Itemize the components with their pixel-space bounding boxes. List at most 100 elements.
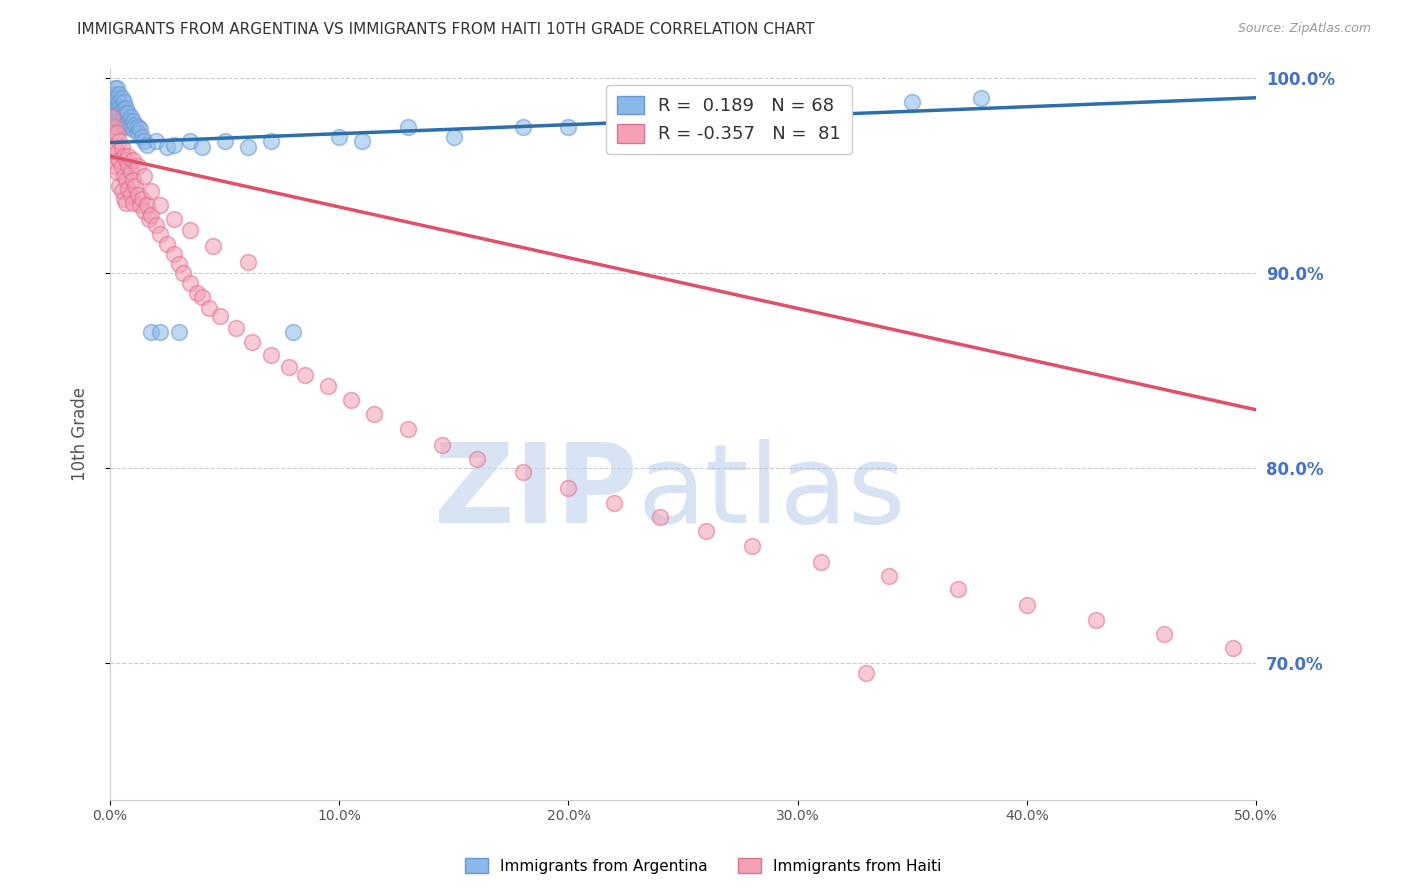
Point — [105, 91, 128, 105]
Point — [396, 422, 419, 436]
Point — [786, 103, 808, 117]
Point — [557, 481, 579, 495]
Point — [946, 582, 969, 596]
Point — [122, 196, 145, 211]
Point — [104, 139, 127, 153]
Text: ZIP: ZIP — [434, 439, 637, 546]
Point — [117, 106, 139, 120]
Point — [110, 139, 132, 153]
Point — [108, 178, 131, 193]
Point — [131, 129, 153, 144]
Point — [124, 118, 146, 132]
Point — [352, 134, 374, 148]
Legend: Immigrants from Argentina, Immigrants from Haiti: Immigrants from Argentina, Immigrants fr… — [458, 852, 948, 880]
Point — [1015, 598, 1038, 612]
Point — [115, 172, 138, 186]
Point — [124, 178, 146, 193]
Point — [328, 129, 350, 144]
Point — [145, 218, 167, 232]
Point — [717, 106, 740, 120]
Point — [108, 134, 131, 148]
Point — [105, 145, 128, 160]
Point — [104, 103, 127, 117]
Point — [134, 134, 156, 148]
Point — [363, 407, 385, 421]
Point — [122, 153, 145, 168]
Point — [110, 110, 132, 124]
Point — [120, 165, 142, 179]
Point — [557, 120, 579, 134]
Point — [316, 379, 339, 393]
Point — [128, 122, 150, 136]
Point — [294, 368, 316, 382]
Point — [105, 81, 128, 95]
Point — [603, 496, 626, 510]
Point — [443, 129, 465, 144]
Point — [134, 169, 156, 183]
Point — [741, 539, 763, 553]
Point — [112, 149, 135, 163]
Point — [122, 114, 145, 128]
Point — [138, 211, 160, 226]
Point — [1153, 627, 1175, 641]
Point — [145, 134, 167, 148]
Point — [122, 122, 145, 136]
Text: Source: ZipAtlas.com: Source: ZipAtlas.com — [1237, 22, 1371, 36]
Point — [122, 172, 145, 186]
Point — [240, 334, 263, 349]
Point — [149, 198, 172, 212]
Point — [236, 139, 259, 153]
Point — [156, 139, 179, 153]
Point — [179, 223, 201, 237]
Point — [879, 568, 901, 582]
Point — [163, 246, 186, 260]
Point — [179, 134, 201, 148]
Point — [101, 149, 124, 163]
Point — [202, 239, 225, 253]
Point — [104, 159, 127, 173]
Point — [141, 325, 163, 339]
Point — [163, 137, 186, 152]
Point — [149, 227, 172, 242]
Point — [105, 165, 128, 179]
Point — [214, 134, 236, 148]
Point — [190, 290, 212, 304]
Point — [117, 114, 139, 128]
Point — [104, 87, 127, 101]
Point — [115, 101, 138, 115]
Point — [108, 87, 131, 101]
Point — [104, 120, 127, 134]
Point — [695, 524, 717, 538]
Point — [101, 110, 124, 124]
Legend: R =  0.189   N = 68, R = -0.357   N =  81: R = 0.189 N = 68, R = -0.357 N = 81 — [606, 85, 852, 154]
Point — [127, 120, 149, 134]
Point — [512, 120, 534, 134]
Point — [108, 101, 131, 115]
Point — [236, 254, 259, 268]
Point — [120, 110, 142, 124]
Point — [432, 438, 454, 452]
Point — [163, 211, 186, 226]
Point — [105, 114, 128, 128]
Point — [127, 126, 149, 140]
Point — [672, 110, 695, 124]
Point — [117, 159, 139, 173]
Point — [512, 465, 534, 479]
Point — [149, 325, 172, 339]
Point — [156, 237, 179, 252]
Point — [110, 185, 132, 199]
Point — [108, 114, 131, 128]
Point — [105, 106, 128, 120]
Point — [115, 106, 138, 120]
Point — [855, 665, 877, 680]
Point — [110, 101, 132, 115]
Point — [134, 203, 156, 218]
Point — [115, 153, 138, 168]
Point — [650, 510, 672, 524]
Point — [115, 196, 138, 211]
Point — [105, 120, 128, 134]
Point — [101, 110, 124, 124]
Point — [115, 114, 138, 128]
Point — [104, 95, 127, 109]
Text: atlas: atlas — [637, 439, 905, 546]
